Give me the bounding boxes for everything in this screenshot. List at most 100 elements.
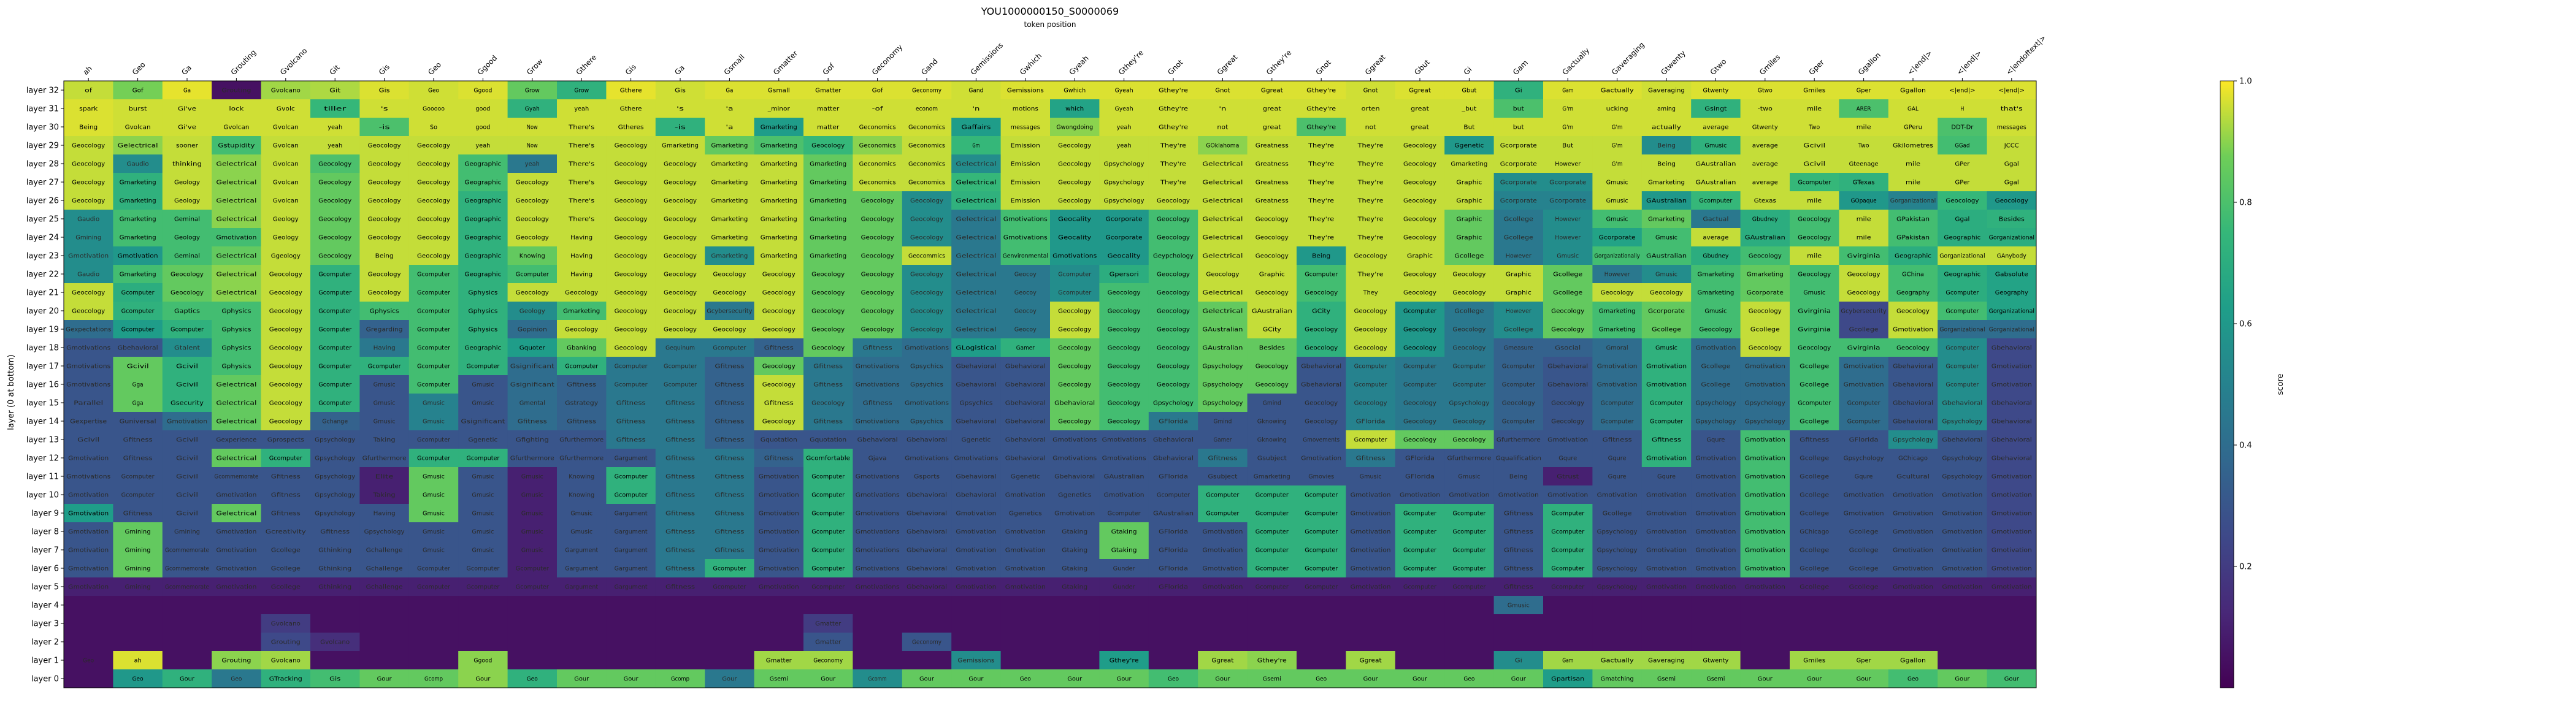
cell-token-label: Gmusic (423, 529, 445, 536)
cell-token-label: Gfitness (715, 382, 744, 389)
heatmap-cell (1740, 99, 1790, 118)
cell-token-label: Graphic (1456, 180, 1482, 186)
heatmap-cell (261, 173, 311, 192)
cell-token-label: Gpsychology (1844, 455, 1884, 462)
cell-token-label: Graphic (1407, 253, 1433, 260)
heatmap-cell (1543, 191, 1593, 210)
heatmap-cell (1099, 283, 1149, 302)
heatmap-cell (1198, 210, 1248, 229)
heatmap-cell (1888, 375, 1938, 394)
heatmap-cell (1297, 154, 1346, 173)
cell-token-label: Geocology (1896, 308, 1930, 315)
cell-token-label: Gbehavioral (1005, 437, 1046, 444)
heatmap-cell (1641, 191, 1692, 210)
heatmap-cell (803, 596, 853, 615)
heatmap-cell (1888, 210, 1938, 229)
cell-token-label: Geocology (664, 272, 697, 278)
cell-token-label: Gcomputer (318, 327, 352, 333)
cell-token-label: Gfitness (813, 419, 843, 425)
heatmap-cell (1297, 614, 1346, 633)
cell-token-label: Gcomputer (811, 547, 845, 554)
colorbar (2220, 80, 2234, 688)
heatmap-cell (754, 633, 804, 652)
cell-token-label: Gcollege (1849, 327, 1879, 333)
cell-token-label: ucking (1606, 106, 1628, 113)
cell-token-label: Geocality (1108, 253, 1141, 260)
cell-token-label: Geocology (1108, 364, 1141, 370)
heatmap-cell (705, 651, 754, 670)
heatmap-cell (310, 191, 360, 210)
cell-token-label: Gpsychology (1745, 400, 1785, 407)
heatmap-cell (261, 154, 311, 173)
cell-token-label: Geocology (910, 198, 943, 205)
cell-token-label: Geocology (762, 364, 795, 370)
cell-token-label: Gam (1562, 658, 1573, 664)
cell-token-label: Gcomputer (1255, 584, 1289, 591)
cell-token-label: Gmotivation (216, 547, 256, 554)
heatmap-cell (408, 246, 459, 265)
cell-token-label: G'm (1612, 124, 1623, 131)
cell-token-label: Geographic (464, 216, 501, 223)
cell-token-label: Gcollege (271, 547, 301, 554)
cell-token-label: Gmotivation (1893, 327, 1933, 333)
cell-token-label: Gcomputer (1354, 437, 1388, 444)
cell-token-label: They're (1357, 235, 1383, 242)
cell-token-label: They're (1308, 180, 1334, 186)
cell-token-label: However (1506, 253, 1532, 260)
heatmap-cell (606, 357, 656, 376)
heatmap-cell (1493, 265, 1544, 284)
cell-token-label: There's (568, 143, 594, 150)
cell-token-label: Gaudio (77, 216, 99, 223)
y-tick-label: layer 11 (26, 473, 59, 482)
cell-token-label: Gsecurity (171, 400, 204, 407)
cell-token-label: Geo (428, 88, 439, 94)
heatmap-cell (310, 81, 360, 100)
cell-token-label: Gmotivation (1745, 474, 1785, 481)
cell-token-label: Geocology (171, 272, 204, 278)
cell-token-label: Gcomputer (1452, 511, 1486, 517)
heatmap-cell (1790, 81, 1839, 100)
cell-token-label: Geocology (1157, 382, 1190, 389)
heatmap-cell (1888, 81, 1938, 100)
cell-token-label: Geocology (1058, 364, 1091, 370)
cell-token-label: Gbehavioral (1005, 455, 1046, 462)
cell-token-label: Gelectrical (1202, 235, 1243, 242)
cell-token-label: Gmotivations (1052, 253, 1097, 260)
cell-token-label: Gcomputer (1798, 180, 1831, 186)
heatmap-cell (606, 246, 656, 265)
cell-token-label: Geocology (1798, 235, 1831, 242)
heatmap-cell (1839, 136, 1889, 155)
cell-token-label: Gfitness (1504, 566, 1533, 573)
heatmap-cell (1198, 320, 1248, 339)
cell-token-label: Gpsychology (1695, 400, 1736, 407)
cell-token-label: mile (1807, 106, 1822, 113)
heatmap-cell (606, 118, 656, 137)
cell-token-label: Gmusic (521, 492, 543, 499)
heatmap-cell (1247, 154, 1297, 173)
heatmap-cell (162, 375, 212, 394)
cell-token-label: Gam (1562, 88, 1573, 94)
cell-token-label: Gqure (1608, 474, 1627, 481)
cell-token-label: Gopinion (518, 327, 547, 333)
heatmap-cell (507, 154, 558, 173)
cell-token-label: Geocology (269, 327, 302, 333)
cell-token-label: Gemissions (1007, 88, 1044, 94)
heatmap-cell (606, 81, 656, 100)
cell-token-label: Geocology (1157, 364, 1190, 370)
heatmap-cell (1790, 302, 1839, 321)
cell-token-label: Gfitness (320, 529, 350, 536)
cell-token-label: <|end|> (1999, 88, 2025, 94)
heatmap-cell (162, 228, 212, 247)
heatmap-cell (1691, 191, 1741, 210)
heatmap-cell (310, 118, 360, 137)
cell-token-label: Gmotivation (759, 547, 799, 554)
heatmap-cell (1247, 302, 1297, 321)
heatmap-cell (507, 651, 558, 670)
cell-token-label: Gcivil (127, 364, 149, 370)
cell-token-label: Gmotivation (759, 474, 799, 481)
cell-token-label: Grow (574, 88, 589, 94)
cell-token-label: Gaudio (127, 161, 149, 168)
cell-token-label: Gmotivation (1745, 364, 1785, 370)
cell-token-label: Gmarketing (761, 216, 797, 223)
heatmap-cell (261, 118, 311, 137)
